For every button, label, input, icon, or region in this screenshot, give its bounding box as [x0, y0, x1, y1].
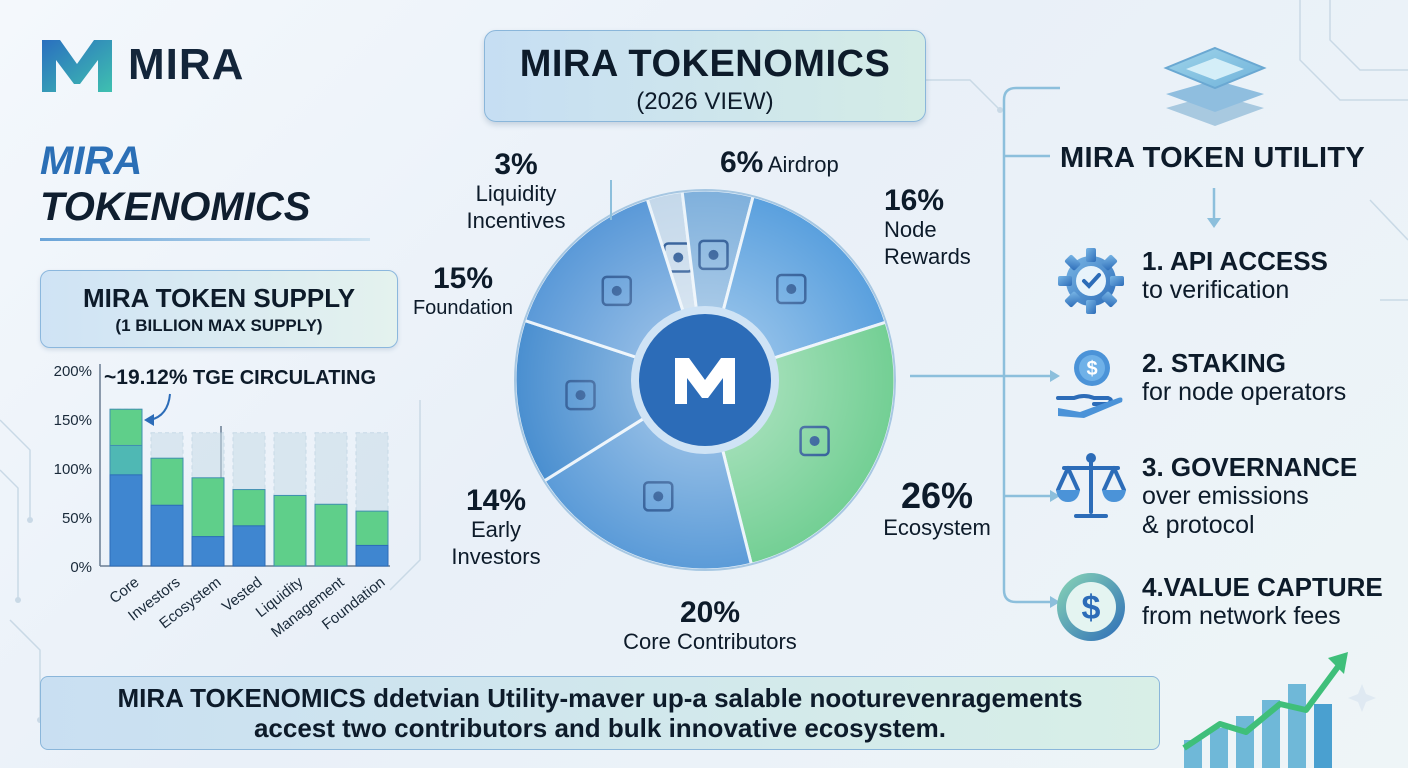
pie-label-node-l1: Node: [884, 217, 937, 242]
tge-value: ~19.12%: [104, 366, 188, 389]
utility-item-sub: to verification: [1142, 276, 1290, 304]
pie-label-foundation-pct: 15%: [432, 262, 494, 295]
leader-line: [575, 180, 612, 220]
center-subtitle: (2026 VIEW): [636, 88, 774, 115]
left-heading-line2: TOKENOMICS: [40, 185, 311, 229]
center-title-box: MIRA TOKENOMICS (2026 VIEW): [484, 30, 926, 122]
utility-item-sub: from network fees: [1142, 602, 1341, 630]
left-heading-line1: MIRA: [40, 139, 143, 183]
bar-base-segment: [150, 504, 184, 567]
svg-text:$: $: [1086, 358, 1097, 380]
pie-label-foundation: 15% Foundation: [408, 262, 518, 322]
pie-label-early-pct: 14%: [465, 484, 527, 517]
svg-text:$: $: [1082, 589, 1101, 627]
utility-item-sub: for node operators: [1142, 378, 1347, 406]
pie-label-liquidity-l1: Liquidity: [475, 181, 557, 206]
bar-base-segment: [232, 525, 266, 567]
pie-outline: [514, 189, 896, 571]
utility-connectors: [910, 86, 1060, 608]
bar-base-segment: [355, 544, 389, 567]
y-tick-label: 150%: [54, 412, 92, 429]
bottom-banner: MIRA TOKENOMICS ddetvian Utility-maver u…: [40, 676, 1160, 750]
left-heading: MIRA TOKENOMICS: [40, 138, 310, 230]
utility-item-sub: over emissions: [1142, 482, 1309, 510]
pie-label-ecosystem-pct: 26%: [900, 475, 974, 516]
layer-stack-icon: [1163, 46, 1267, 126]
pie-label-liquidity-pct: 3%: [494, 148, 538, 181]
pie-label-ecosystem: 26% Ecosystem: [870, 476, 1004, 543]
scales-icon: [1056, 453, 1126, 518]
bar-top-segment: [273, 494, 307, 567]
supply-title: MIRA TOKEN SUPPLY: [82, 283, 356, 313]
y-tick-label: 200%: [54, 363, 92, 380]
utility-item-head: 4.VALUE CAPTURE: [1142, 572, 1383, 602]
pie-label-airdrop: 6% Airdrop: [720, 146, 880, 180]
pie-label-ecosystem-name: Ecosystem: [883, 515, 991, 540]
pie-label-airdrop-pct: 6%: [720, 146, 764, 179]
coin-hand-icon: $: [1056, 350, 1123, 418]
utility-item-sub2: & protocol: [1142, 511, 1255, 539]
pie-label-node-pct: 16%: [884, 184, 945, 217]
banner-line1: MIRA TOKENOMICS ddetvian Utility-maver u…: [117, 683, 1083, 713]
utility-item-head: 3. GOVERNANCE: [1142, 452, 1358, 482]
utility-item-governance: 3. GOVERNANCE over emissions & protocol: [1054, 450, 1394, 540]
tge-arrowhead: [144, 414, 154, 426]
pie-label-liquidity-l2: Incentives: [466, 208, 566, 233]
utility-item-head: 1. API ACCESS: [1142, 246, 1328, 276]
pie-label-liquidity: 3% Liquidity Incentives: [446, 148, 586, 236]
tge-annotation: ~19.12% TGE CIRCULATING: [104, 366, 376, 390]
mira-m-logo-icon: [42, 40, 112, 92]
pie-label-early-l1: Early: [470, 517, 522, 542]
pie-label-early: 14% Early Investors: [436, 484, 556, 572]
pie-label-node-l2: Rewards: [884, 244, 971, 269]
allocation-pie-chart: [513, 180, 897, 572]
utility-title: MIRA TOKEN UTILITY: [1060, 142, 1366, 174]
supply-box: MIRA TOKEN SUPPLY (1 BILLION MAX SUPPLY): [40, 270, 398, 348]
pie-label-core: 20% Core Contributors: [600, 596, 820, 657]
center-title: MIRA TOKENOMICS: [519, 43, 891, 85]
utility-item-api-access: 1. API ACCESS to verification: [1054, 244, 1394, 318]
y-tick-label: 50%: [62, 510, 92, 527]
utility-item-value-capture: $ 4.VALUE CAPTURE from network fees: [1054, 570, 1394, 644]
brand-name: MIRA: [128, 40, 245, 89]
heading-divider: [40, 238, 370, 241]
dollar-coin-icon: $: [1057, 573, 1125, 641]
pie-label-core-pct: 20%: [679, 596, 741, 629]
utility-down-arrow: [1207, 188, 1221, 228]
brand-logo: MIRA: [40, 36, 244, 94]
bar-base-segment: [191, 536, 225, 567]
mira-center-logo-icon: [675, 358, 735, 404]
pie-label-node: 16% Node Rewards: [884, 184, 1004, 272]
banner-line2: accest two contributors and bulk innovat…: [253, 713, 947, 743]
pie-label-foundation-name: Foundation: [412, 297, 514, 319]
supply-subtitle: (1 BILLION MAX SUPPLY): [115, 316, 323, 335]
supply-bar-chart: 0%50%100%150%200%CoreInvestorsEcosystemV…: [54, 363, 390, 641]
pie-label-core-name: Core Contributors: [623, 629, 797, 654]
y-tick-label: 0%: [70, 559, 92, 576]
tge-text: TGE CIRCULATING: [187, 367, 377, 389]
bar-top-segment: [314, 503, 348, 567]
y-tick-label: 100%: [54, 461, 92, 478]
growth-chart-decoration: [1182, 652, 1376, 768]
gear-check-icon: [1058, 248, 1124, 314]
utility-item-head: 2. STAKING: [1142, 348, 1286, 378]
bar-base-segment: [109, 474, 143, 567]
utility-item-staking: $ 2. STAKING for node operators: [1054, 346, 1394, 420]
pie-label-airdrop-name: Airdrop: [767, 152, 839, 177]
pie-label-early-l2: Investors: [451, 544, 541, 569]
